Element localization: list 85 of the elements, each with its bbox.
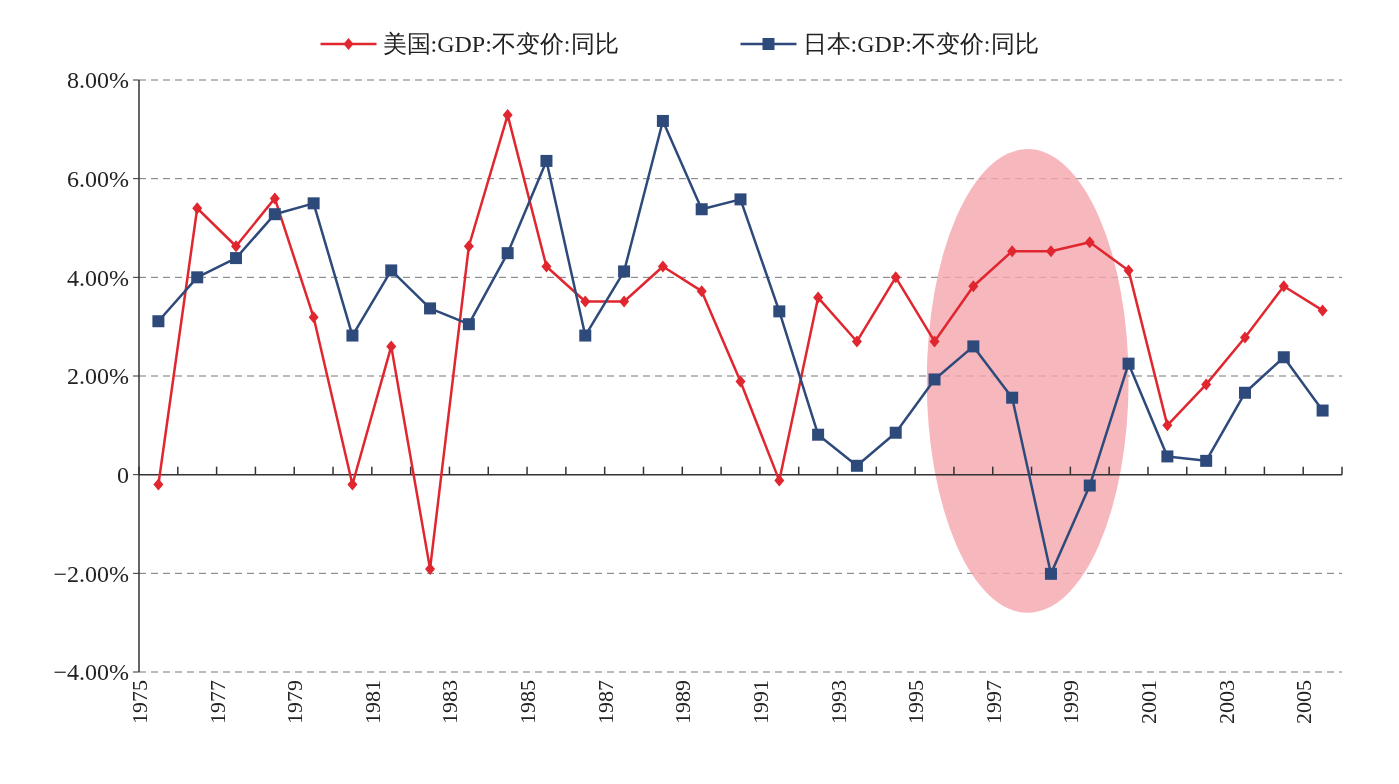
x-tick-label: 1993 xyxy=(825,680,851,724)
x-tick-label: 1991 xyxy=(747,680,773,724)
point xyxy=(385,264,398,277)
y-tick-label: 6.00% xyxy=(67,166,129,193)
point xyxy=(346,329,359,342)
x-tick-label: 1975 xyxy=(127,680,152,724)
point xyxy=(308,311,319,324)
point xyxy=(541,260,552,273)
point xyxy=(812,428,825,441)
point xyxy=(1084,236,1095,249)
point xyxy=(1007,245,1018,258)
point xyxy=(967,340,980,353)
x-tick-label: 1995 xyxy=(903,680,929,724)
y-tick-label: 8.00% xyxy=(67,67,129,94)
point xyxy=(230,252,243,265)
x-tick-label: 1977 xyxy=(204,680,230,724)
point xyxy=(657,260,668,273)
x-tick-label: 1981 xyxy=(359,680,385,724)
x-tick-label: 2001 xyxy=(1135,680,1161,724)
point xyxy=(153,478,164,491)
x-tick-label: 1999 xyxy=(1058,680,1084,724)
x-tick-label: 1989 xyxy=(670,680,696,724)
point xyxy=(735,375,746,388)
point xyxy=(889,426,902,439)
x-tick-label: 2003 xyxy=(1213,680,1239,724)
legend-label: 日本:GDP:不变价:同比 xyxy=(802,31,1039,58)
point xyxy=(1122,357,1135,370)
point xyxy=(851,335,862,348)
point xyxy=(1277,351,1290,364)
point xyxy=(1123,264,1134,277)
y-tick-label: 2.00% xyxy=(67,363,129,390)
point xyxy=(231,240,242,253)
y-tick-label: −2.00% xyxy=(53,560,129,587)
point xyxy=(463,240,474,253)
point xyxy=(1162,419,1173,432)
point xyxy=(618,265,631,278)
x-tick-label: 1997 xyxy=(980,680,1006,724)
point xyxy=(1083,479,1096,492)
point xyxy=(968,280,979,293)
x-tick-label: 1983 xyxy=(437,680,463,724)
point xyxy=(774,474,785,487)
point xyxy=(502,109,513,122)
point xyxy=(1238,386,1251,399)
point xyxy=(1161,450,1174,463)
point xyxy=(695,203,708,216)
point xyxy=(1044,567,1057,580)
y-tick-label: −4.00% xyxy=(53,659,129,686)
point xyxy=(850,459,863,472)
point xyxy=(1317,304,1328,317)
point xyxy=(540,154,553,167)
point xyxy=(462,318,475,331)
point xyxy=(1316,404,1329,417)
point xyxy=(347,478,358,491)
point xyxy=(696,285,707,298)
point xyxy=(501,247,514,260)
point xyxy=(424,302,437,315)
y-tick-label: 4.00% xyxy=(67,264,129,291)
point xyxy=(580,295,591,308)
point xyxy=(1006,391,1019,404)
point xyxy=(191,271,204,284)
point xyxy=(1239,331,1250,344)
point xyxy=(773,305,786,318)
point xyxy=(1045,245,1056,258)
point xyxy=(152,315,165,328)
point xyxy=(619,295,630,308)
point xyxy=(1201,378,1212,391)
y-tick-label: 0 xyxy=(117,462,129,489)
point xyxy=(928,373,941,386)
point xyxy=(929,335,940,348)
point xyxy=(890,271,901,284)
point xyxy=(307,197,320,210)
point xyxy=(579,329,592,342)
point xyxy=(813,291,824,304)
point xyxy=(269,192,280,205)
x-tick-label: 2005 xyxy=(1291,680,1317,724)
point xyxy=(268,208,281,221)
point xyxy=(734,193,747,206)
x-tick-label: 1987 xyxy=(592,680,618,724)
point xyxy=(1278,280,1289,293)
x-tick-label: 1985 xyxy=(515,680,541,724)
x-tick-label: 1979 xyxy=(282,680,308,724)
point xyxy=(192,202,203,215)
point xyxy=(1200,454,1213,467)
point xyxy=(656,114,669,127)
legend-label: 美国:GDP:不变价:同比 xyxy=(382,31,619,58)
